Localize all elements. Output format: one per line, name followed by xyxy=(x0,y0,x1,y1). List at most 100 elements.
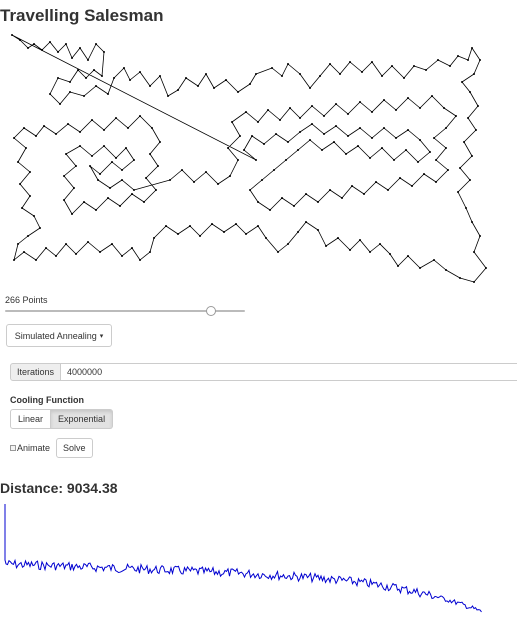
cooling-function-toggle: Linear Exponential xyxy=(10,409,114,429)
tour-point xyxy=(217,183,219,185)
tour-point xyxy=(269,209,271,211)
tour-point xyxy=(23,127,25,129)
tour-point xyxy=(371,61,373,63)
tour-point xyxy=(213,87,215,89)
tour-point xyxy=(339,73,341,75)
tour-point xyxy=(109,187,111,189)
tour-point xyxy=(23,251,25,253)
tour-point xyxy=(299,117,301,119)
tour-point xyxy=(139,71,141,73)
solve-button[interactable]: Solve xyxy=(56,438,93,458)
cooling-exponential-button[interactable]: Exponential xyxy=(51,409,114,429)
algorithm-dropdown-button[interactable]: Simulated Annealing ▾ xyxy=(6,324,112,347)
tour-point xyxy=(323,133,325,135)
tour-point xyxy=(395,109,397,111)
tour-point xyxy=(445,269,447,271)
points-slider[interactable] xyxy=(5,305,245,317)
tour-point xyxy=(107,93,109,95)
tour-point xyxy=(443,107,445,109)
tour-point xyxy=(335,125,337,127)
tour-point xyxy=(121,255,123,257)
tour-point xyxy=(97,179,99,181)
tour-point xyxy=(275,133,277,135)
tour-point xyxy=(57,77,59,79)
tour-point xyxy=(435,159,437,161)
animate-label: Animate xyxy=(17,443,51,453)
tour-point xyxy=(155,189,157,191)
cooling-function-label: Cooling Function xyxy=(10,395,84,405)
tour-point xyxy=(103,129,105,131)
tour-point xyxy=(351,185,353,187)
tour-point xyxy=(33,43,35,45)
tour-point xyxy=(45,247,47,249)
tour-point xyxy=(27,47,29,49)
tour-point xyxy=(345,153,347,155)
tour-point xyxy=(305,221,307,223)
tour-point xyxy=(423,173,425,175)
tour-point xyxy=(75,165,77,167)
tour-point xyxy=(407,129,409,131)
tour-point xyxy=(469,91,471,93)
tour-point xyxy=(119,205,121,207)
slider-handle[interactable] xyxy=(206,306,217,316)
tour-point xyxy=(227,147,229,149)
tour-point xyxy=(263,143,265,145)
tour-point xyxy=(309,139,311,141)
tour-point xyxy=(281,197,283,199)
tour-point xyxy=(371,111,373,113)
tour-point xyxy=(357,145,359,147)
tour-point xyxy=(445,127,447,129)
tour-point xyxy=(361,71,363,73)
tour-point xyxy=(463,141,465,143)
tour-point xyxy=(79,47,81,49)
tour-point xyxy=(157,165,159,167)
tour-point xyxy=(255,73,257,75)
tour-path xyxy=(11,34,487,283)
tour-point xyxy=(27,235,29,237)
tour-point xyxy=(93,69,95,71)
tour-point xyxy=(473,251,475,253)
tour-point xyxy=(475,129,477,131)
animate-checkbox[interactable] xyxy=(10,445,16,451)
tour-point xyxy=(151,127,153,129)
tour-point xyxy=(479,59,481,61)
tour-point xyxy=(41,49,43,51)
cooling-linear-button[interactable]: Linear xyxy=(10,409,52,429)
tour-point xyxy=(317,229,319,231)
iterations-input[interactable] xyxy=(61,363,517,381)
tour-point xyxy=(287,141,289,143)
tour-point xyxy=(83,95,85,97)
tour-point xyxy=(211,223,213,225)
tour-point xyxy=(249,189,251,191)
tour-point xyxy=(13,259,15,261)
tour-point xyxy=(467,59,469,61)
slider-track[interactable] xyxy=(5,310,245,312)
tour-point xyxy=(69,91,71,93)
tour-point xyxy=(177,89,179,91)
tour-point xyxy=(413,65,415,67)
tour-point xyxy=(335,103,337,105)
tour-point xyxy=(63,199,65,201)
tour-point xyxy=(153,237,155,239)
tour-point xyxy=(407,255,409,257)
tour-point xyxy=(479,235,481,237)
animate-row: Animate Solve xyxy=(10,438,93,458)
tour-point xyxy=(293,205,295,207)
tour-point xyxy=(387,189,389,191)
tour-point xyxy=(95,85,97,87)
tour-point xyxy=(123,67,125,69)
tour-point xyxy=(265,237,267,239)
tour-point xyxy=(257,201,259,203)
tour-point xyxy=(271,67,273,69)
tour-point xyxy=(127,127,129,129)
tour-point xyxy=(349,61,351,63)
tour-point xyxy=(359,101,361,103)
tour-point xyxy=(159,75,161,77)
tour-point xyxy=(77,69,79,71)
tour-point xyxy=(205,171,207,173)
tour-point xyxy=(95,43,97,45)
tour-point xyxy=(393,159,395,161)
tour-point xyxy=(55,255,57,257)
algorithm-dropdown-label: Simulated Annealing xyxy=(14,330,97,341)
tour-point xyxy=(311,105,313,107)
